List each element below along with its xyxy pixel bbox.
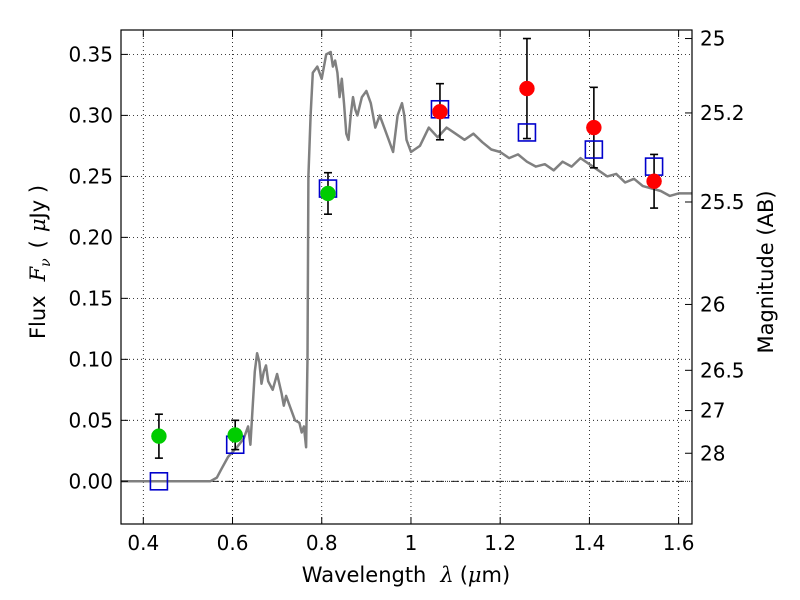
observed-photometry-point [320,185,336,202]
model-photometry-square [517,123,537,142]
model-spectrum-line [121,50,692,483]
y-tick-labels: 0.00 0.05 0.10 0.15 0.20 0.25 0.30 0.35 [68,42,113,493]
y2-tick-label: 25 [700,27,725,51]
y-tick-label: 0.05 [68,408,113,432]
y-tick-label: 0.00 [68,469,113,493]
y-tick-label: 0.25 [68,164,113,188]
x-tick-label: 0.6 [217,531,249,555]
y2-tick-labels: 25 25.2 25.5 26 26.5 27 28 [700,27,745,466]
x-tick-label: 1.4 [573,531,605,555]
y-tick-label: 0.35 [68,42,113,66]
x-tick-label: 1.2 [484,531,516,555]
plot-frame [120,29,693,525]
observed-photometry-layer [151,80,662,444]
y-tick-label: 0.10 [68,347,113,371]
y2-tick-label: 27 [700,399,725,423]
observed-photometry-point [519,80,535,97]
observed-photometry-point [151,428,167,444]
model-spectrum-layer [121,50,692,483]
axis-ticks [121,30,692,524]
y2-tick-label: 28 [700,441,725,465]
observed-photometry-point [646,173,662,189]
y2-tick-label: 25.2 [700,101,745,125]
model-photometry-square [149,472,169,491]
observed-photometry-point [432,103,448,120]
y2-tick-label: 25.5 [700,190,745,214]
x-tick-label: 1.6 [663,531,695,555]
y2-tick-label: 26.5 [700,358,745,382]
y-axis-label: FluxFν(μJy ) [26,185,54,339]
y2-tick-label: 26 [700,292,725,316]
observed-photometry-point [586,119,602,136]
y-tick-label: 0.30 [68,103,113,127]
y-tick-label: 0.20 [68,225,113,249]
y2-axis-label: Magnitude (AB) [754,190,778,353]
x-axis-label: Wavelength λ (μm) [302,563,510,587]
x-tick-labels: 0.4 0.6 0.8 1 1.2 1.4 1.6 [127,531,694,555]
x-tick-label: 0.8 [306,531,338,555]
model-photometry-square [584,140,604,159]
x-tick-label: 0.4 [127,531,159,555]
y-tick-label: 0.15 [68,286,113,310]
observed-photometry-point [227,427,243,443]
x-tick-label: 1 [405,531,418,555]
